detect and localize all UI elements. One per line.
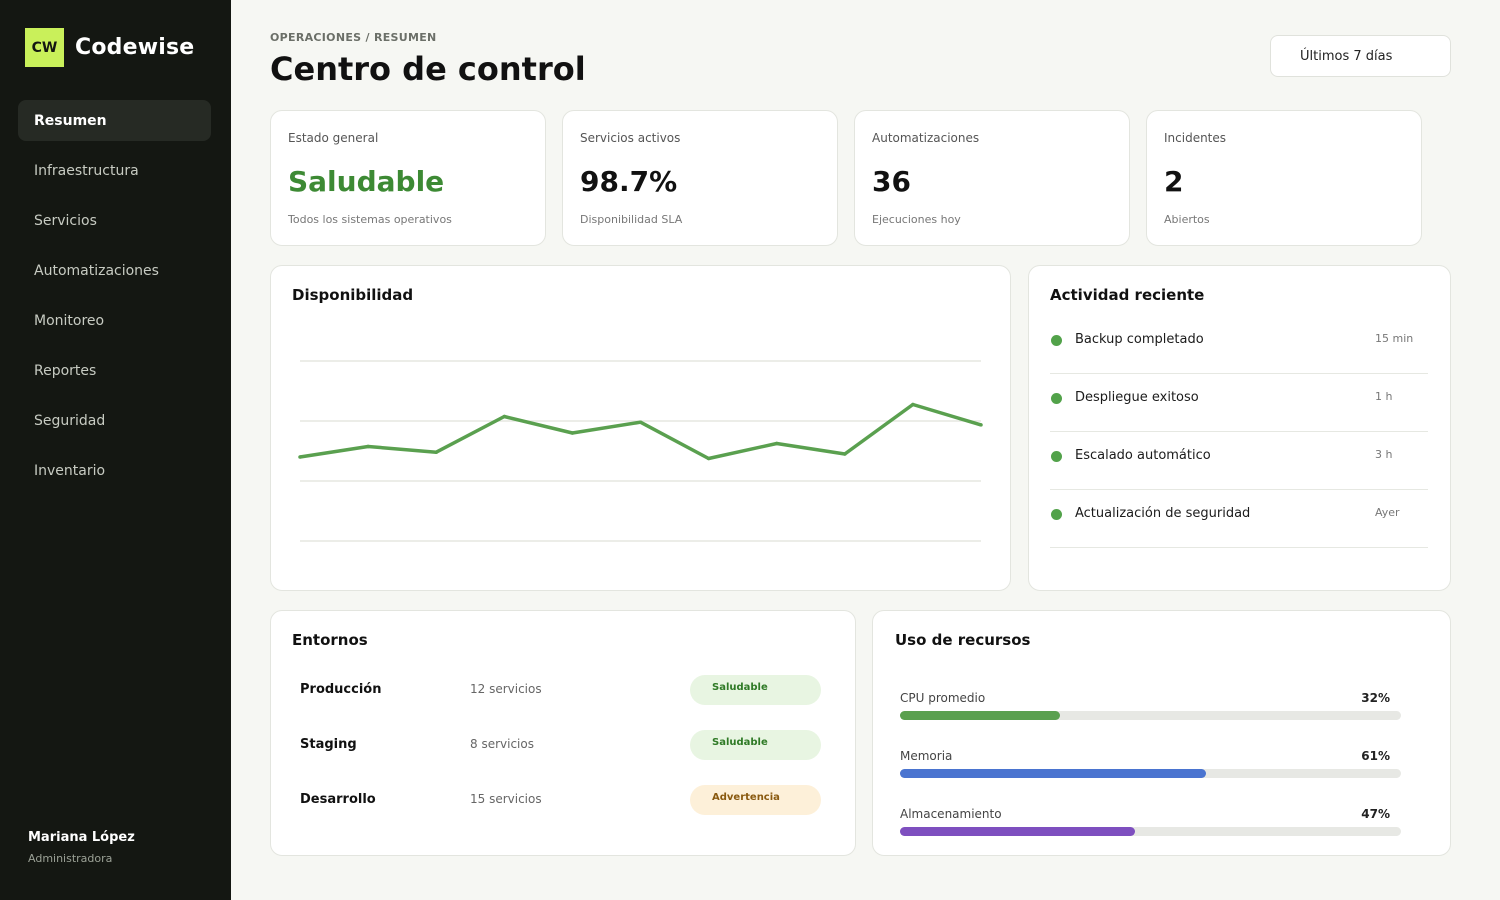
activity-title: Actividad reciente bbox=[1050, 286, 1205, 304]
status-badge: Saludable bbox=[690, 675, 821, 705]
activity-label: Escalado automático bbox=[1075, 448, 1211, 463]
series-line bbox=[299, 402, 982, 461]
resource-row: Memoria 61% bbox=[900, 749, 1402, 789]
data-point bbox=[706, 456, 711, 461]
activity-label: Despliegue exitoso bbox=[1075, 390, 1199, 405]
environments-card: Entornos Producción 12 servicios Saludab… bbox=[270, 610, 856, 856]
kpi-card-automatizaciones: Automatizaciones 36 Ejecuciones hoy bbox=[854, 110, 1130, 246]
resource-percent: 32% bbox=[1361, 691, 1390, 705]
progress-fill bbox=[900, 711, 1061, 720]
data-point bbox=[843, 452, 847, 456]
progress-track bbox=[900, 827, 1401, 836]
status-badge: Saludable bbox=[690, 730, 821, 760]
page-title: Centro de control bbox=[270, 50, 586, 88]
sidebar-item-servicios[interactable]: Servicios bbox=[34, 212, 97, 229]
environment-row[interactable]: Producción 12 servicios Saludable bbox=[300, 675, 822, 705]
status-dot-icon bbox=[1051, 451, 1062, 462]
activity-item[interactable]: Backup completado 15 min bbox=[1050, 316, 1428, 374]
resources-card: Uso de recursos CPU promedio 32% Memoria… bbox=[872, 610, 1451, 856]
data-point bbox=[774, 441, 779, 446]
activity-time: 15 min bbox=[1375, 332, 1414, 345]
user-name: Mariana López bbox=[28, 830, 135, 845]
activity-time: 3 h bbox=[1375, 448, 1393, 461]
resources-title: Uso de recursos bbox=[895, 631, 1031, 649]
environment-count: 8 servicios bbox=[470, 737, 534, 751]
data-point bbox=[298, 455, 302, 459]
kpi-sub: Todos los sistemas operativos bbox=[288, 213, 452, 226]
data-point bbox=[434, 450, 438, 454]
activity-time: 1 h bbox=[1375, 390, 1393, 403]
resource-percent: 47% bbox=[1361, 807, 1390, 821]
progress-fill bbox=[900, 827, 1136, 836]
app-name: Codewise bbox=[75, 35, 195, 60]
kpi-card-incidentes: Incidentes 2 Abiertos bbox=[1146, 110, 1422, 246]
resource-label: CPU promedio bbox=[900, 691, 986, 705]
environment-name: Desarrollo bbox=[300, 792, 376, 807]
status-dot-icon bbox=[1051, 335, 1062, 346]
resource-row: CPU promedio 32% bbox=[900, 691, 1402, 731]
status-dot-icon bbox=[1051, 509, 1062, 520]
environment-row[interactable]: Staging 8 servicios Saludable bbox=[300, 730, 822, 760]
data-point bbox=[979, 423, 983, 427]
kpi-sub: Ejecuciones hoy bbox=[872, 213, 961, 226]
environment-row[interactable]: Desarrollo 15 servicios Advertencia bbox=[300, 785, 822, 815]
availability-card: Disponibilidad bbox=[270, 265, 1011, 591]
resource-label: Almacenamiento bbox=[900, 807, 1002, 821]
sidebar: CW Codewise Resumen Infraestructura Serv… bbox=[0, 0, 231, 900]
kpi-card-servicios: Servicios activos 98.7% Disponibilidad S… bbox=[562, 110, 838, 246]
status-dot-icon bbox=[1051, 393, 1062, 404]
activity-label: Backup completado bbox=[1075, 332, 1204, 347]
kpi-value: 2 bbox=[1164, 165, 1184, 198]
progress-track bbox=[900, 711, 1401, 720]
brand[interactable]: CW Codewise bbox=[25, 28, 194, 67]
environment-name: Staging bbox=[300, 737, 357, 752]
sidebar-item-infraestructura[interactable]: Infraestructura bbox=[34, 162, 139, 179]
activity-time: Ayer bbox=[1375, 506, 1400, 519]
progress-fill bbox=[900, 769, 1206, 778]
data-point bbox=[570, 431, 575, 435]
data-point bbox=[638, 420, 643, 424]
logo: CW bbox=[25, 28, 64, 67]
kpi-label: Automatizaciones bbox=[872, 131, 980, 145]
kpi-label: Servicios activos bbox=[580, 131, 681, 145]
availability-title: Disponibilidad bbox=[292, 286, 414, 304]
kpi-value: Saludable bbox=[288, 165, 445, 198]
environments-title: Entornos bbox=[292, 631, 368, 649]
activity-card: Actividad reciente Backup completado 15 … bbox=[1028, 265, 1451, 591]
environment-name: Producción bbox=[300, 682, 382, 697]
date-range-selector[interactable]: Últimos 7 días bbox=[1270, 35, 1451, 77]
availability-chart bbox=[298, 360, 983, 542]
kpi-sub: Abiertos bbox=[1164, 213, 1210, 226]
environment-count: 12 servicios bbox=[470, 682, 542, 696]
sidebar-item-inventario[interactable]: Inventario bbox=[34, 462, 106, 479]
sidebar-nav: Resumen Infraestructura Servicios Automa… bbox=[18, 100, 211, 500]
kpi-card-estado: Estado general Saludable Todos los siste… bbox=[270, 110, 546, 246]
activity-item[interactable]: Despliegue exitoso 1 h bbox=[1050, 374, 1428, 432]
kpi-value: 36 bbox=[872, 165, 911, 198]
breadcrumb: OPERACIONES / RESUMEN bbox=[270, 31, 437, 44]
activity-item[interactable]: Actualización de seguridad Ayer bbox=[1050, 490, 1428, 548]
data-point bbox=[911, 402, 915, 407]
sidebar-item-monitoreo[interactable]: Monitoreo bbox=[34, 312, 105, 329]
sidebar-item-reportes[interactable]: Reportes bbox=[34, 362, 97, 379]
environment-count: 15 servicios bbox=[470, 792, 542, 806]
sidebar-item-resumen[interactable]: Resumen bbox=[18, 100, 211, 141]
data-point bbox=[502, 414, 507, 419]
resource-row: Almacenamiento 47% bbox=[900, 807, 1402, 847]
kpi-label: Incidentes bbox=[1164, 131, 1227, 145]
activity-label: Actualización de seguridad bbox=[1075, 506, 1251, 521]
user-profile[interactable]: Mariana López Administradora bbox=[28, 830, 135, 865]
activity-item[interactable]: Escalado automático 3 h bbox=[1050, 432, 1428, 490]
kpi-sub: Disponibilidad SLA bbox=[580, 213, 683, 226]
kpi-value: 98.7% bbox=[580, 165, 678, 198]
sidebar-item-seguridad[interactable]: Seguridad bbox=[34, 412, 106, 429]
kpi-label: Estado general bbox=[288, 131, 379, 145]
user-role: Administradora bbox=[28, 852, 113, 865]
data-point bbox=[366, 444, 370, 449]
progress-track bbox=[900, 769, 1401, 778]
status-badge: Advertencia bbox=[690, 785, 821, 815]
resource-label: Memoria bbox=[900, 749, 953, 763]
resource-percent: 61% bbox=[1361, 749, 1390, 763]
sidebar-item-automatizaciones[interactable]: Automatizaciones bbox=[34, 262, 159, 279]
